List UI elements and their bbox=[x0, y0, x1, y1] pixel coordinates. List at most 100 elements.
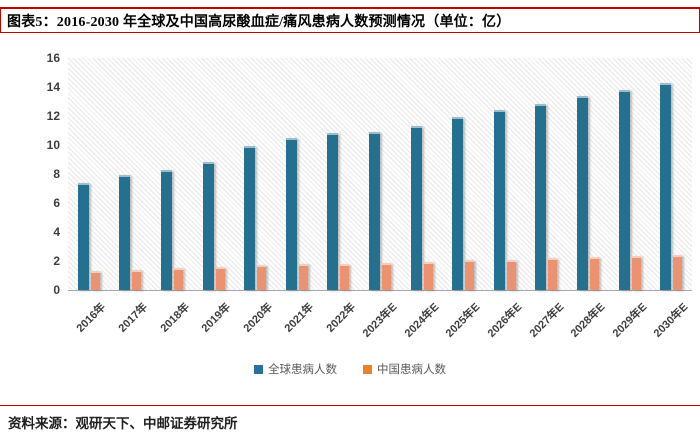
x-axis: 2016年 2017年 2018年 2019年 2020年 2021年 2022年 2023年… bbox=[68, 292, 692, 346]
x-axis-label: 2021年 bbox=[282, 301, 317, 335]
x-axis-slot: 2029年E bbox=[609, 292, 651, 346]
x-axis-slot: 2017年 bbox=[110, 292, 152, 346]
bar-china bbox=[465, 260, 475, 290]
x-axis-label: 2024年E bbox=[402, 301, 442, 340]
legend-item-china: 中国患病人数 bbox=[363, 361, 446, 377]
bar-china bbox=[340, 263, 350, 290]
y-axis-tick-label: 10 bbox=[46, 138, 60, 152]
x-axis-slot: 2023年E bbox=[359, 292, 401, 346]
bar-china bbox=[90, 271, 100, 290]
y-axis-tick-label: 14 bbox=[46, 80, 60, 94]
bar-group bbox=[442, 58, 484, 290]
bar-group bbox=[110, 58, 152, 290]
bar-global bbox=[576, 95, 588, 290]
bar-china bbox=[548, 258, 558, 290]
legend-label: 全球患病人数 bbox=[268, 364, 337, 376]
x-axis-slot: 2022年 bbox=[318, 292, 360, 346]
legend-swatch-global bbox=[254, 364, 263, 374]
legend-label: 中国患病人数 bbox=[377, 364, 446, 376]
bar-global bbox=[493, 110, 505, 290]
x-axis-label: 2017年 bbox=[116, 301, 150, 335]
x-axis-label: 2020年 bbox=[241, 301, 275, 335]
bar-china bbox=[423, 261, 433, 290]
bar-group bbox=[68, 58, 110, 290]
divider-line bbox=[0, 405, 700, 406]
bar-global bbox=[285, 137, 297, 290]
bar-group bbox=[484, 58, 526, 290]
bar-china bbox=[589, 257, 599, 290]
y-axis-tick-label: 0 bbox=[53, 283, 60, 297]
x-axis-label: 2019年 bbox=[199, 301, 234, 335]
bar-group bbox=[234, 58, 276, 290]
bar-china bbox=[673, 255, 683, 290]
bar-global bbox=[368, 131, 380, 290]
x-axis-slot: 2028年E bbox=[567, 292, 609, 346]
x-axis-label: 2023年E bbox=[360, 301, 400, 340]
x-axis-label: 2025年E bbox=[443, 301, 483, 340]
x-axis-slot: 2018年 bbox=[151, 292, 193, 346]
x-axis-label: 2028年E bbox=[568, 301, 608, 340]
x-axis-label: 2022年 bbox=[324, 301, 358, 335]
bar-china bbox=[381, 263, 391, 290]
figure-title-bar: 图表5：2016-2030 年全球及中国高尿酸血症/痛风患病人数预测情况（单位：… bbox=[0, 7, 700, 33]
bar-global bbox=[202, 162, 214, 290]
bar-global bbox=[660, 82, 672, 290]
bars-layer bbox=[68, 58, 692, 290]
bar-group bbox=[526, 58, 568, 290]
bar-global bbox=[618, 89, 630, 290]
bar-china bbox=[215, 266, 225, 290]
bar-group bbox=[193, 58, 235, 290]
bar-global bbox=[410, 126, 422, 290]
x-axis-slot: 2024年E bbox=[401, 292, 443, 346]
bar-group bbox=[609, 58, 651, 290]
x-axis-label: 2029年E bbox=[610, 301, 650, 340]
plot-area bbox=[68, 58, 692, 291]
x-axis-slot: 2030年E bbox=[650, 292, 692, 346]
x-axis-slot: 2016年 bbox=[68, 292, 110, 346]
legend-swatch-china bbox=[363, 364, 372, 374]
bar-china bbox=[257, 264, 267, 290]
bar-china bbox=[132, 269, 142, 290]
bar-global bbox=[77, 182, 89, 290]
bar-china bbox=[173, 268, 183, 290]
bar-global bbox=[535, 104, 547, 290]
x-axis-slot: 2027年E bbox=[526, 292, 568, 346]
y-axis-tick-label: 8 bbox=[53, 167, 60, 181]
x-axis-label: 2016年 bbox=[74, 301, 109, 335]
x-axis-slot: 2025年E bbox=[442, 292, 484, 346]
chart-legend: 全球患病人数 中国患病人数 bbox=[0, 361, 700, 377]
x-axis-slot: 2026年E bbox=[484, 292, 526, 346]
legend-item-global: 全球患病人数 bbox=[254, 361, 337, 377]
x-axis-slot: 2021年 bbox=[276, 292, 318, 346]
bar-china bbox=[298, 263, 308, 290]
x-axis-slot: 2019年 bbox=[193, 292, 235, 346]
x-axis-slot: 2020年 bbox=[234, 292, 276, 346]
y-axis-tick-label: 2 bbox=[53, 254, 60, 268]
x-axis-label: 2026年E bbox=[485, 301, 525, 340]
bar-china bbox=[631, 255, 641, 290]
bar-group bbox=[318, 58, 360, 290]
y-axis-tick-label: 6 bbox=[53, 196, 60, 210]
bar-group bbox=[567, 58, 609, 290]
y-axis-tick-label: 16 bbox=[46, 51, 60, 65]
bar-global bbox=[244, 146, 256, 290]
x-axis-label: 2030年E bbox=[651, 301, 691, 340]
bar-group bbox=[276, 58, 318, 290]
bar-global bbox=[119, 175, 131, 290]
x-axis-label: 2027年E bbox=[527, 301, 566, 340]
bar-global bbox=[160, 169, 172, 290]
bar-group bbox=[650, 58, 692, 290]
bar-group bbox=[401, 58, 443, 290]
y-axis-tick-label: 12 bbox=[46, 109, 60, 123]
report-figure: 图表5：2016-2030 年全球及中国高尿酸血症/痛风患病人数预测情况（单位：… bbox=[0, 7, 700, 432]
x-axis-label: 2018年 bbox=[158, 301, 192, 335]
bar-global bbox=[327, 133, 339, 290]
bar-china bbox=[506, 259, 516, 290]
y-axis-tick-label: 4 bbox=[53, 225, 60, 239]
bar-chart: 0 2 4 6 8 10 12 14 16 2016年 2017年 2018年 2019年 2020年 2… bbox=[0, 33, 700, 401]
bar-group bbox=[151, 58, 193, 290]
bar-group bbox=[359, 58, 401, 290]
bar-global bbox=[452, 117, 464, 290]
figure-title: 图表5：2016-2030 年全球及中国高尿酸血症/痛风患病人数预测情况（单位：… bbox=[7, 14, 511, 30]
source-note: 资料来源：观研天下、中邮证券研究所 bbox=[8, 416, 238, 431]
